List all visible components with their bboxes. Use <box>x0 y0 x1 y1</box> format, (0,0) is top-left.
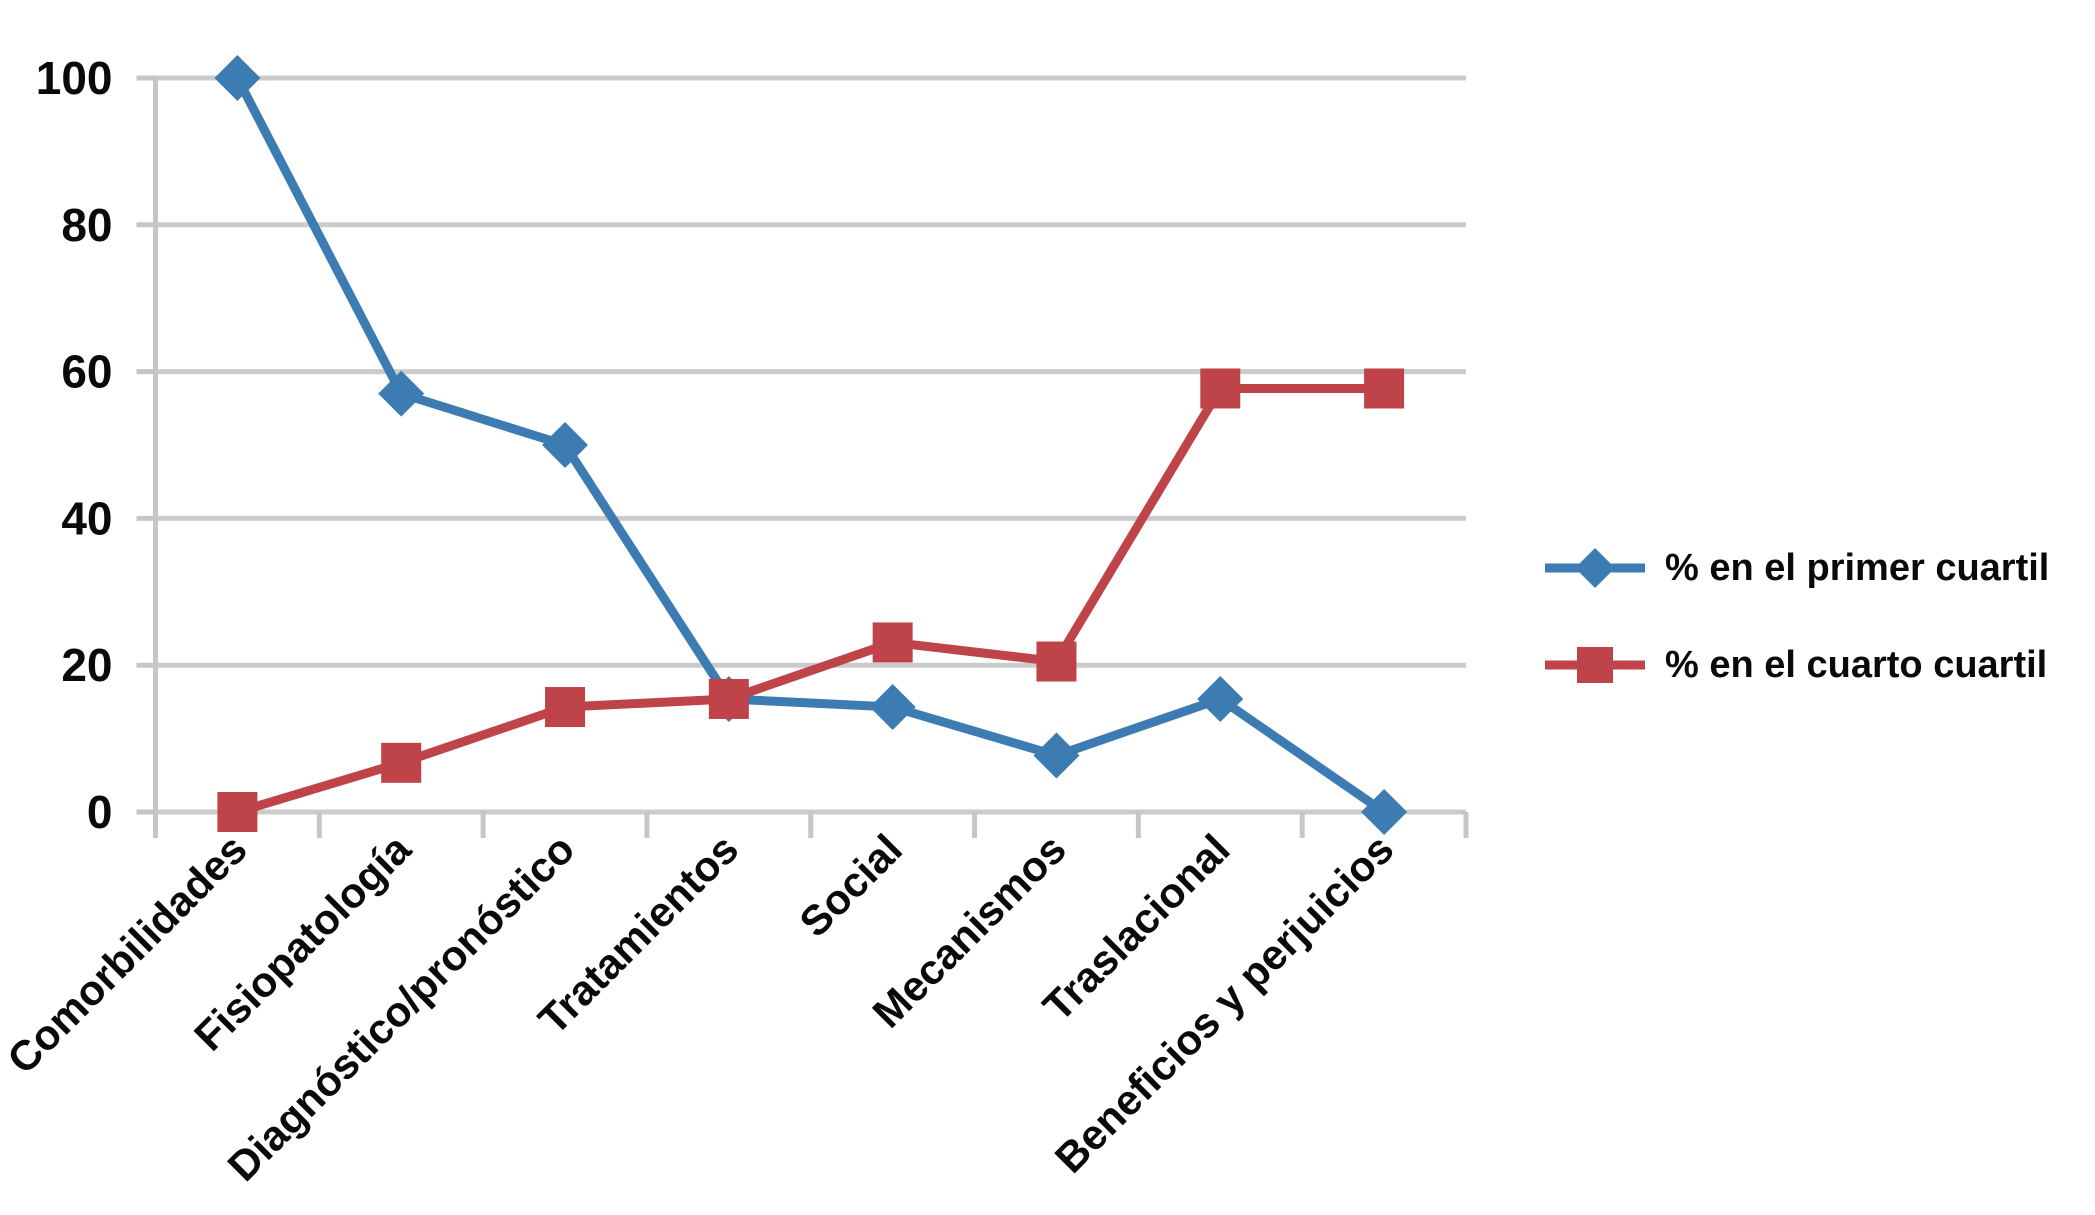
marker-square <box>545 687 586 728</box>
legend-marker-shape <box>1575 548 1615 588</box>
marker-diamond <box>1197 675 1244 722</box>
marker-square <box>1364 368 1405 409</box>
legend-item-cuarto-cuartil: % en el cuarto cuartil <box>1545 637 2047 693</box>
marker-square <box>1200 368 1241 409</box>
legend-label-cuarto-cuartil: % en el cuarto cuartil <box>1665 643 2048 686</box>
marker-square <box>217 792 258 832</box>
legend-marker-shape <box>1577 647 1613 683</box>
x-axis-label: Beneficios y perjuicios <box>1046 825 1403 1182</box>
marker-square <box>1036 641 1077 682</box>
y-tick-label: 100 <box>36 52 113 104</box>
y-tick-label: 80 <box>61 199 112 251</box>
y-tick-label: 60 <box>61 346 112 398</box>
marker-diamond <box>214 55 261 101</box>
y-tick-label: 0 <box>87 786 113 838</box>
y-tick-label: 20 <box>61 639 112 691</box>
marker-square <box>381 742 422 783</box>
x-axis-label: Social <box>790 825 911 946</box>
legend-marker-square-icon <box>1545 647 1645 683</box>
series-line-cuarto-cuartil <box>232 383 1389 817</box>
marker-diamond <box>1361 789 1408 835</box>
marker-square <box>708 678 749 719</box>
marker-diamond <box>1033 732 1080 779</box>
marker-diamond <box>542 422 589 468</box>
y-tick-label: 40 <box>61 492 112 544</box>
legend-item-primer-cuartil: % en el primer cuartil <box>1545 540 2049 596</box>
marker-diamond <box>378 370 425 417</box>
marker-square <box>872 622 913 663</box>
legend-label-primer-cuartil: % en el primer cuartil <box>1665 546 2050 589</box>
series-line-primer-cuartil <box>232 73 1389 817</box>
legend-marker-diamond-icon <box>1545 548 1645 588</box>
marker-diamond <box>869 684 916 731</box>
x-axis-label: Diagnóstico/pronóstico <box>219 825 584 1190</box>
